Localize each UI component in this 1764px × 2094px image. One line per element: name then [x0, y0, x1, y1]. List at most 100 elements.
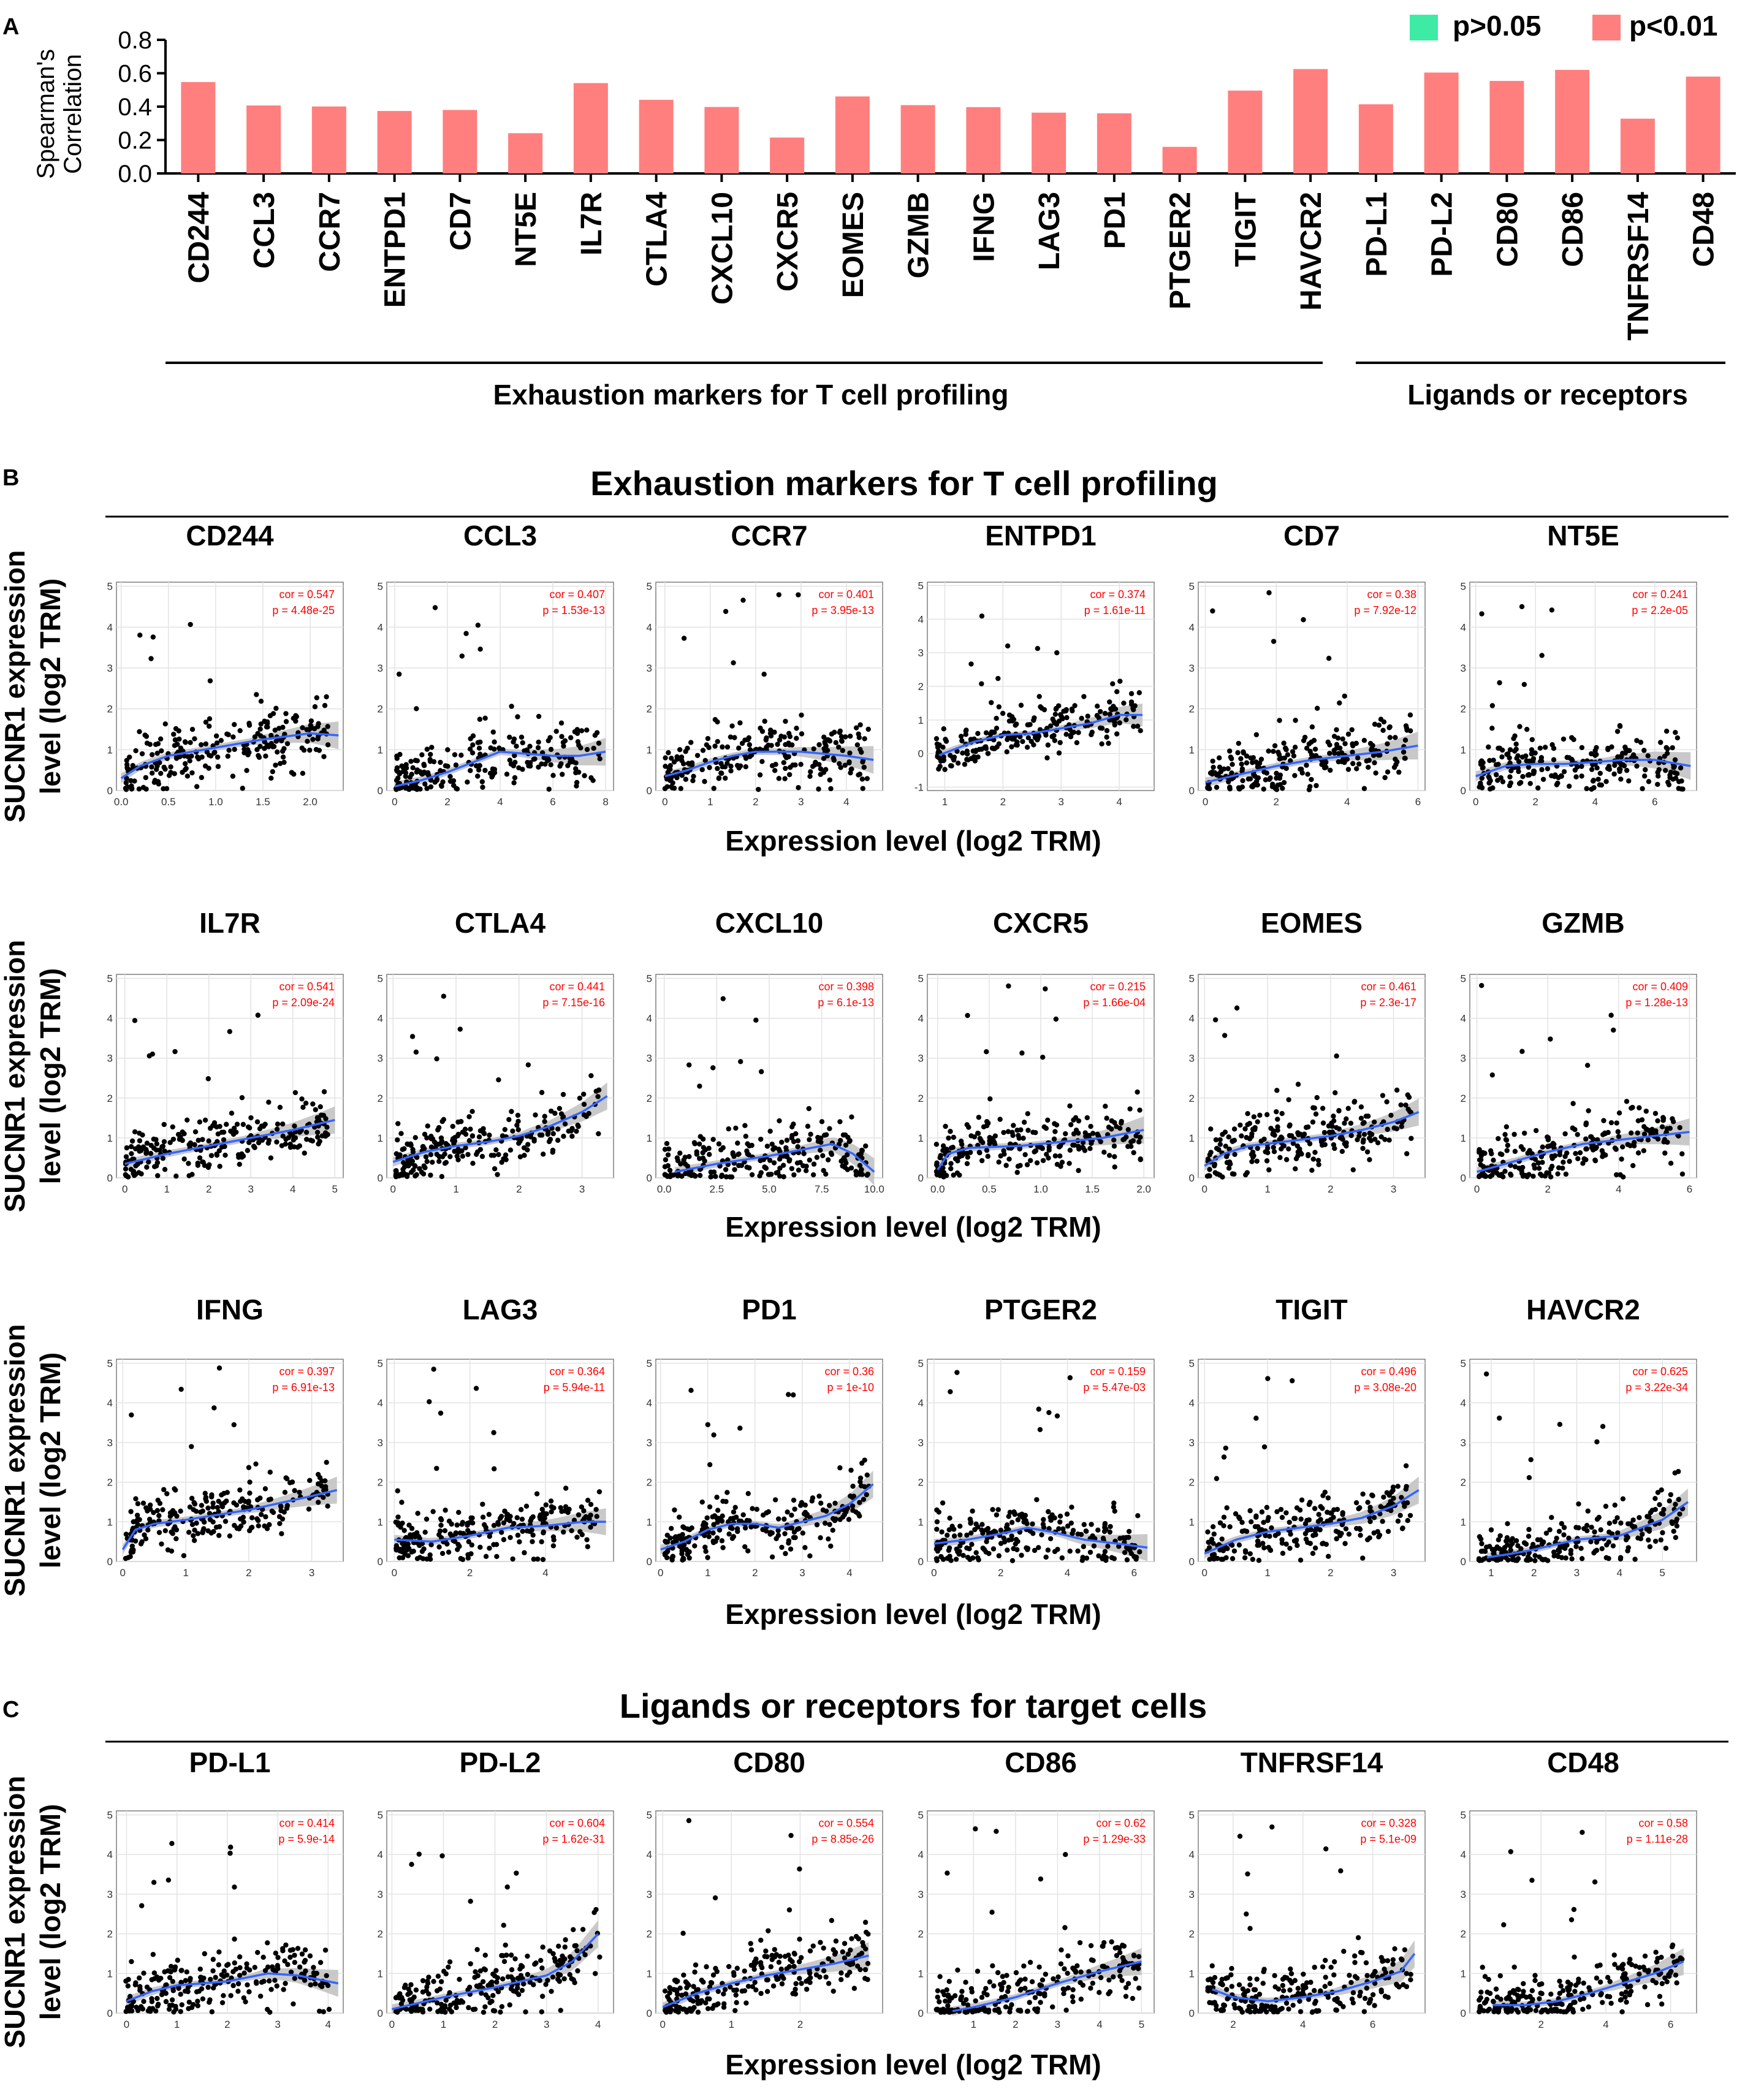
loess-fit-line — [1486, 1501, 1689, 1559]
data-point — [586, 1110, 591, 1117]
data-point — [1494, 1170, 1500, 1176]
data-point — [720, 1513, 725, 1519]
cor-label: cor = 0.461 — [1361, 981, 1416, 993]
data-point — [1337, 700, 1342, 706]
data-point — [832, 1500, 838, 1506]
data-point — [1673, 1534, 1679, 1541]
data-point — [789, 1512, 794, 1518]
data-point — [1674, 1523, 1680, 1529]
data-point — [715, 1519, 720, 1525]
data-point — [525, 1147, 530, 1153]
data-point — [1009, 744, 1014, 749]
data-point — [1014, 1169, 1020, 1175]
data-point — [1211, 1541, 1216, 1546]
ytick-label: 0 — [1189, 785, 1195, 797]
data-point — [678, 1161, 683, 1167]
data-point — [1479, 775, 1485, 781]
bar-xtick-label: IFNG — [968, 192, 1000, 262]
data-point — [981, 1547, 987, 1552]
data-point — [699, 767, 705, 773]
cor-label: cor = 0.241 — [1632, 588, 1688, 601]
data-point — [934, 1160, 940, 1166]
data-point — [1667, 1498, 1672, 1504]
data-point — [702, 757, 708, 764]
data-point — [1136, 690, 1142, 696]
data-point — [167, 1510, 173, 1515]
bar-entpd1 — [377, 111, 412, 173]
data-point — [1059, 1555, 1065, 1561]
data-point-outlier — [965, 1012, 970, 1019]
data-point — [1539, 767, 1545, 773]
data-point — [1619, 751, 1625, 756]
data-point — [1526, 1533, 1532, 1539]
data-point — [807, 1137, 812, 1142]
data-point — [1385, 1528, 1391, 1534]
data-point — [1076, 730, 1081, 735]
data-point — [283, 719, 289, 724]
data-point — [1591, 778, 1597, 783]
data-point — [557, 1106, 563, 1111]
data-point — [1331, 1113, 1336, 1119]
data-point — [189, 770, 195, 776]
data-point — [1245, 1111, 1250, 1117]
data-point — [814, 1155, 820, 1160]
data-point — [522, 1153, 527, 1158]
ytick-label: 0 — [1189, 1172, 1195, 1184]
bar-nt5e — [508, 133, 543, 173]
data-point — [779, 1139, 785, 1145]
data-point — [729, 723, 735, 729]
data-point — [237, 1954, 243, 1960]
data-point — [1627, 748, 1632, 753]
data-point — [1397, 1512, 1403, 1519]
data-point — [1265, 1150, 1271, 1156]
data-point-outlier — [441, 993, 447, 999]
data-point — [1510, 1536, 1515, 1542]
data-point — [1638, 740, 1644, 745]
data-point — [1326, 1553, 1331, 1559]
ytick-label: 1 — [378, 1516, 383, 1528]
data-point — [786, 730, 792, 737]
data-point — [842, 1164, 848, 1170]
data-point — [493, 1542, 500, 1547]
data-point — [161, 1121, 167, 1128]
data-point — [209, 1492, 215, 1498]
ytick-label: 3 — [378, 1053, 383, 1064]
data-point — [986, 1550, 992, 1557]
ytick-label: 4 — [107, 1397, 113, 1409]
data-point — [534, 1491, 540, 1497]
data-point — [972, 758, 978, 764]
data-point — [843, 1160, 849, 1166]
data-point — [1067, 1147, 1073, 1153]
ytick-label: 4 — [378, 1013, 383, 1025]
ytick-label: 1 — [1189, 744, 1195, 756]
data-point — [1584, 1523, 1590, 1528]
data-point — [216, 1509, 221, 1514]
data-point — [438, 1517, 444, 1523]
data-point — [1011, 1123, 1016, 1128]
data-point — [254, 1949, 260, 1956]
data-point — [548, 762, 553, 768]
data-point — [1405, 1517, 1410, 1523]
data-point — [1508, 1172, 1514, 1178]
data-point — [588, 1073, 594, 1079]
p-value-label: p = 3.22e-34 — [1625, 1381, 1688, 1394]
data-point — [132, 1172, 139, 1177]
data-point — [990, 1546, 997, 1552]
data-point — [758, 1136, 764, 1142]
data-point — [1011, 716, 1017, 723]
ytick-label: 5 — [1189, 581, 1195, 593]
data-point — [1625, 1548, 1630, 1553]
data-point — [1312, 1105, 1317, 1111]
data-point — [1612, 1145, 1618, 1151]
data-point — [306, 1506, 312, 1512]
data-point — [197, 1119, 203, 1125]
data-point — [1630, 1163, 1636, 1169]
data-point — [1567, 1158, 1572, 1164]
data-point — [517, 1154, 523, 1159]
data-point — [1617, 724, 1623, 729]
data-point — [1385, 769, 1391, 775]
bar-cxcr5 — [770, 137, 805, 173]
data-point — [482, 715, 488, 721]
data-point — [1584, 1146, 1589, 1152]
data-point — [686, 1154, 692, 1159]
